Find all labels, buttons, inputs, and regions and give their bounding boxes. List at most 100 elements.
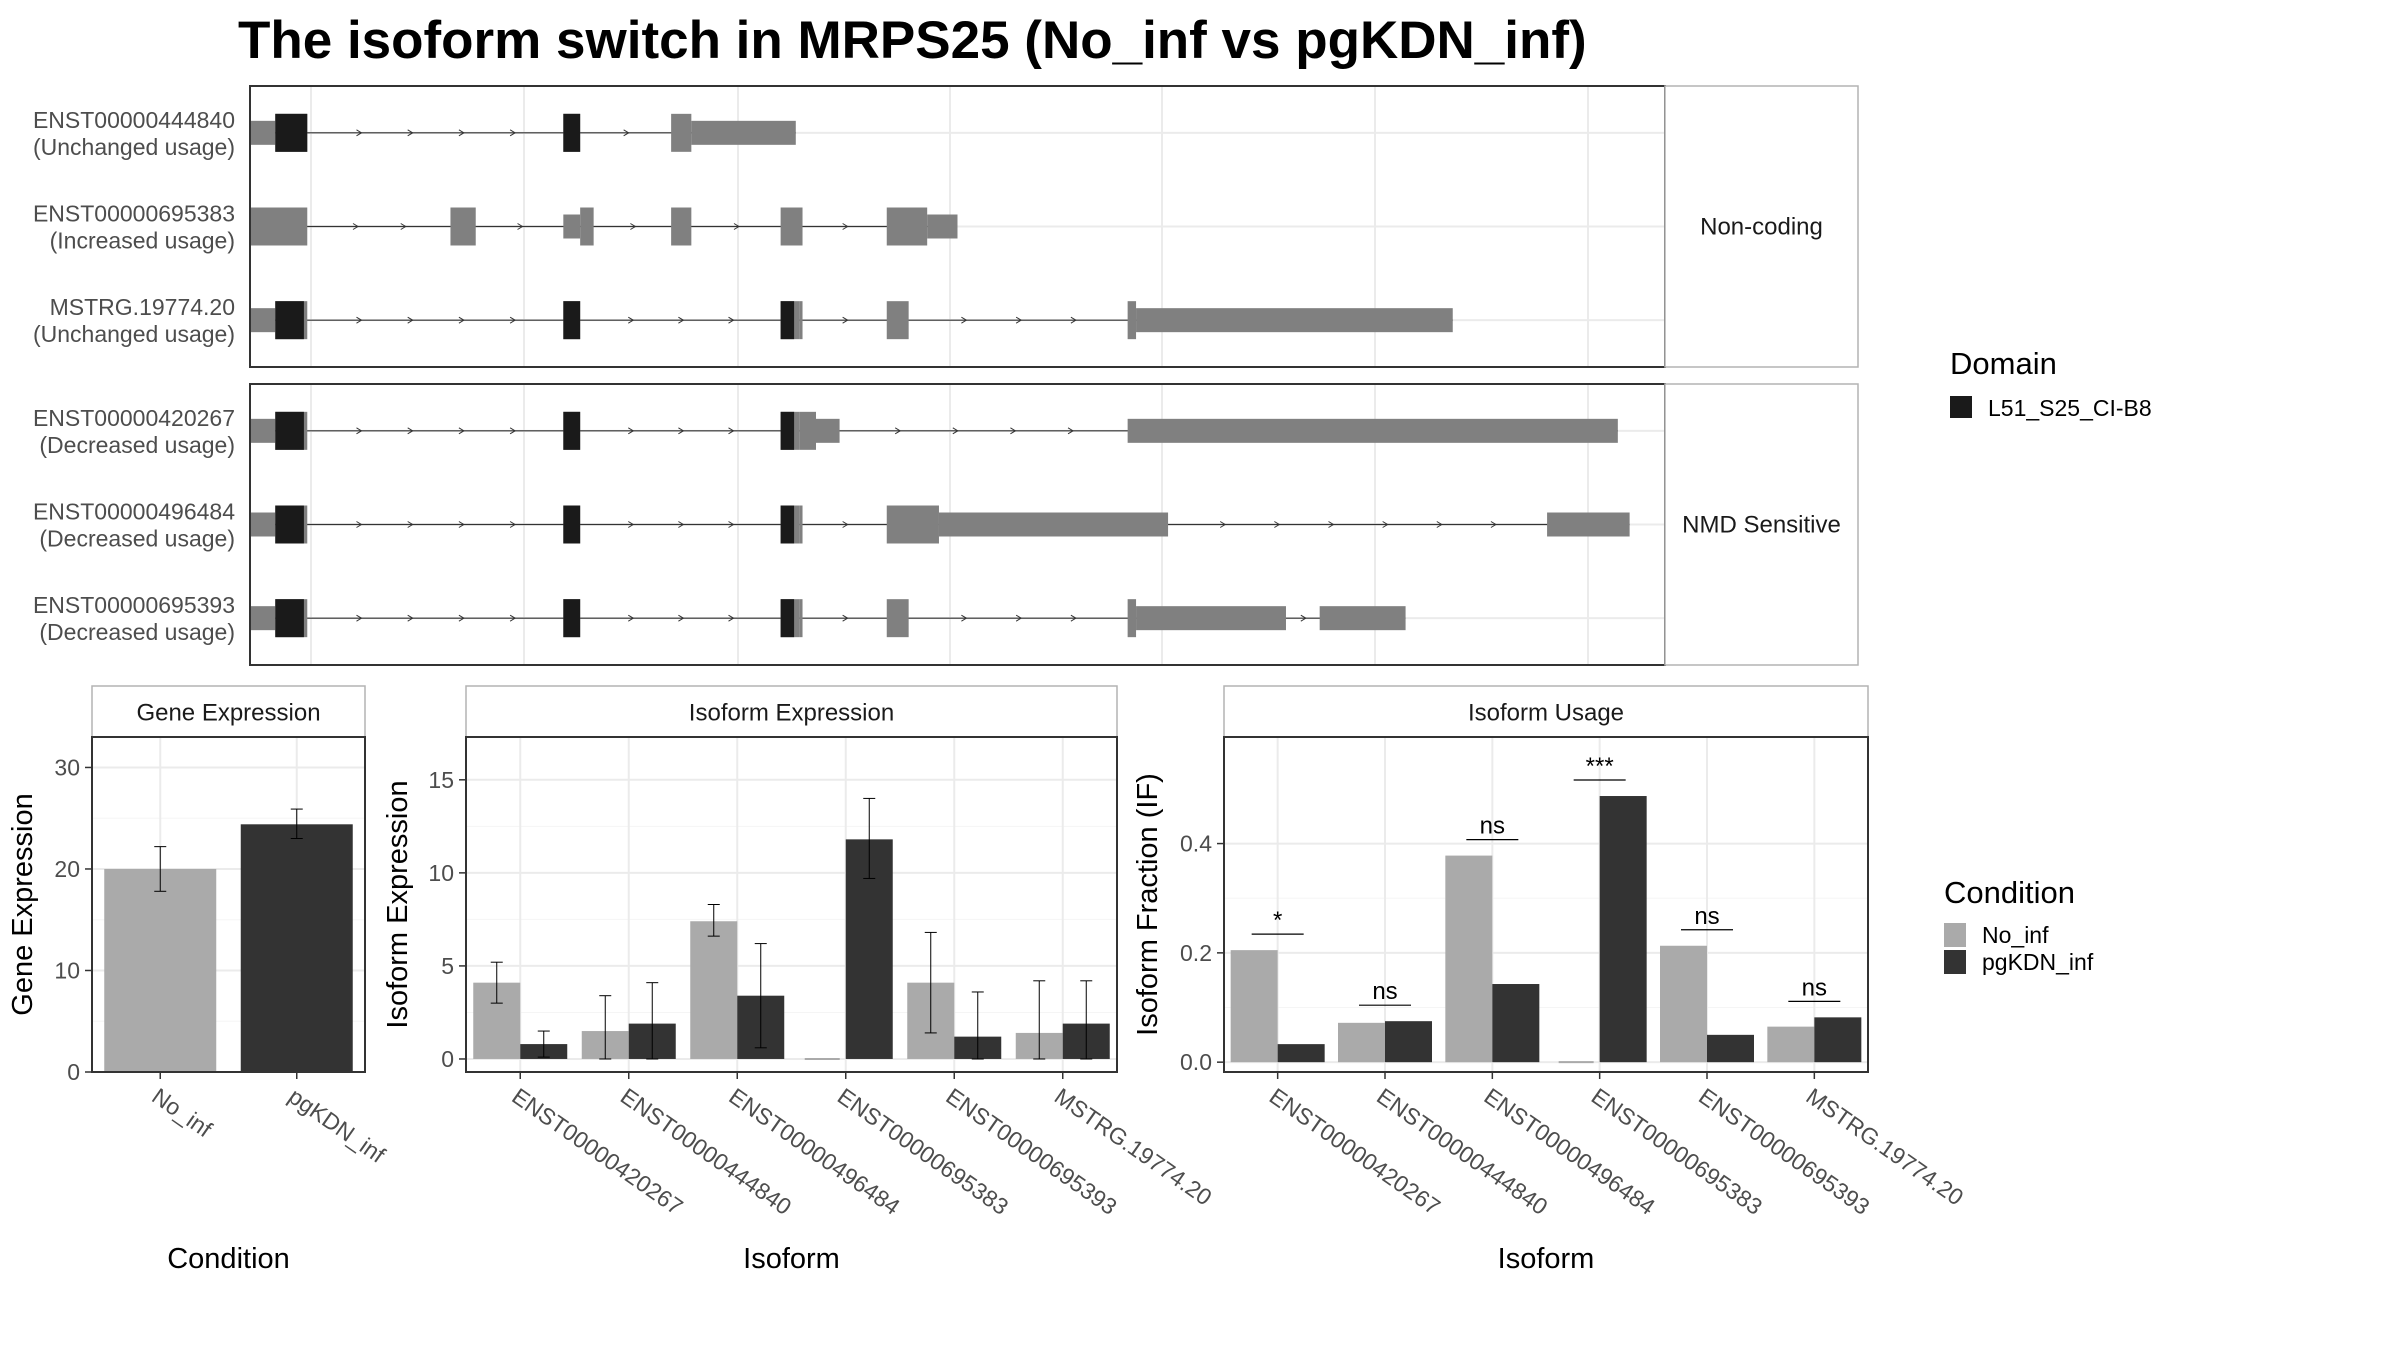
intron-arrow: [628, 427, 635, 435]
intron-arrow: [458, 614, 465, 622]
utr-exon: [1547, 512, 1630, 537]
domain-legend-label: L51_S25_CI-B8: [1988, 395, 2152, 421]
utr-exon: [1136, 308, 1453, 333]
intron-arrow: [628, 614, 635, 622]
domain-block: [563, 301, 581, 340]
facet-strip-label: NMD Sensitive: [1682, 512, 1841, 539]
intron-arrow: [1436, 521, 1443, 528]
domain-block: [275, 505, 304, 544]
intron-arrow: [728, 427, 735, 435]
y-axis-title: Isoform Expression: [382, 780, 414, 1028]
coding-exon: [671, 113, 692, 152]
intron-arrow: [678, 427, 685, 435]
intron-arrow: [400, 223, 407, 230]
panel-border: [91, 736, 366, 1073]
bar: [240, 824, 353, 1072]
legends: Domain L51_S25_CI-B8 Condition No_infpgKDN_…: [1944, 346, 2152, 975]
condition-legend-key: [1944, 950, 1966, 974]
coding-exon: [1127, 599, 1137, 638]
intron-arrow: [407, 129, 414, 137]
intron-arrow: [894, 427, 902, 435]
intron-arrow: [842, 614, 849, 622]
utr-exon: [250, 120, 276, 145]
domain-legend-title: Domain: [1950, 346, 2057, 381]
utr-exon: [250, 418, 276, 443]
condition-legend-label: pgKDN_inf: [1982, 949, 2094, 975]
isoform-expression-panel: Isoform Expression051015ENST00000420267E…: [382, 685, 1217, 1275]
intron-arrow: [733, 223, 740, 230]
y-tick-label: 0.2: [1180, 940, 1212, 966]
intron-arrow: [407, 521, 414, 528]
intron-arrow: [842, 521, 849, 528]
panel-bg: [466, 737, 1117, 1072]
x-tick-label: No_inf: [147, 1083, 217, 1143]
bar: [1338, 1022, 1385, 1063]
utr-exon: [691, 120, 796, 145]
utr-exon: [927, 214, 958, 239]
coding-exon: [886, 207, 928, 246]
coding-exon: [799, 301, 803, 340]
transcript-id-label: ENST00000496484: [33, 499, 235, 525]
bar: [1767, 1026, 1815, 1063]
domain-legend-key: [1950, 396, 1972, 418]
transcript-id-label: ENST00000420267: [33, 405, 235, 431]
y-tick-label: 30: [54, 754, 80, 780]
condition-legend-label: No_inf: [1982, 922, 2049, 948]
x-axis-title: Isoform: [1498, 1243, 1595, 1275]
transcript-usage-label: (Increased usage): [50, 228, 235, 254]
panel-strip: [465, 685, 1118, 738]
coding-exon: [450, 207, 476, 246]
isoform-usage-panel: Isoform Usage 0.0 0.2 0.4 * ENST00000420267 ns…: [1132, 685, 1968, 1275]
panel-strip: [1223, 685, 1869, 738]
intron-arrow: [1070, 316, 1077, 324]
intron-arrow: [356, 521, 363, 528]
x-axis-title: Condition: [167, 1243, 290, 1275]
bar: [1230, 950, 1278, 1063]
intron-arrow: [952, 427, 959, 435]
y-tick-label: 0: [441, 1046, 454, 1072]
bar: [1445, 855, 1493, 1063]
gene-expression-panel: Gene Expression 0 10 20 30 No_inf pgKDN_inf Con…: [7, 685, 390, 1275]
bar: [1660, 945, 1707, 1063]
bar: [1492, 984, 1540, 1063]
intron-arrow: [1015, 614, 1023, 622]
significance-label: *: [1273, 907, 1282, 934]
intron-arrow: [1010, 427, 1017, 435]
domain-block: [275, 411, 304, 450]
coding-exon: [886, 599, 909, 638]
intron-arrow: [728, 614, 735, 622]
intron-arrow: [961, 316, 968, 324]
domain-block: [563, 599, 581, 638]
panel-bg: [1224, 737, 1868, 1072]
intron-arrow: [678, 316, 685, 324]
coding-exon: [580, 207, 594, 246]
intron-arrow: [509, 316, 517, 324]
intron-arrow: [628, 316, 635, 324]
intron-arrow: [1382, 521, 1389, 528]
intron-arrow: [352, 223, 359, 230]
transcript-id-label: MSTRG.19774.20: [50, 294, 235, 320]
intron-arrow: [842, 223, 849, 230]
intron-arrow: [407, 316, 414, 324]
intron-arrow: [1219, 521, 1227, 528]
intron-arrow: [458, 521, 465, 528]
x-axis-title: Isoform: [743, 1243, 840, 1275]
intron-arrow: [407, 614, 414, 622]
intron-arrow: [728, 316, 735, 324]
panel-strip-title: Isoform Usage: [1468, 700, 1624, 727]
significance-label: ns: [1480, 813, 1505, 840]
condition-legend-key: [1944, 923, 1966, 947]
bar: [690, 921, 738, 1059]
x-tick-label: ENST00000444840: [1372, 1083, 1552, 1220]
utr-exon: [563, 214, 581, 239]
y-tick-label: 20: [54, 856, 80, 882]
transcript-id-label: ENST00000444840: [33, 107, 235, 133]
intron-arrow: [356, 129, 363, 137]
transcript-usage-label: (Decreased usage): [39, 432, 235, 458]
coding-exon: [250, 207, 308, 246]
panel-strip-title: Gene Expression: [136, 700, 320, 727]
domain-block: [275, 301, 304, 340]
intron-arrow: [961, 614, 968, 622]
intron-arrow: [509, 427, 517, 435]
y-tick-label: 10: [428, 860, 454, 886]
